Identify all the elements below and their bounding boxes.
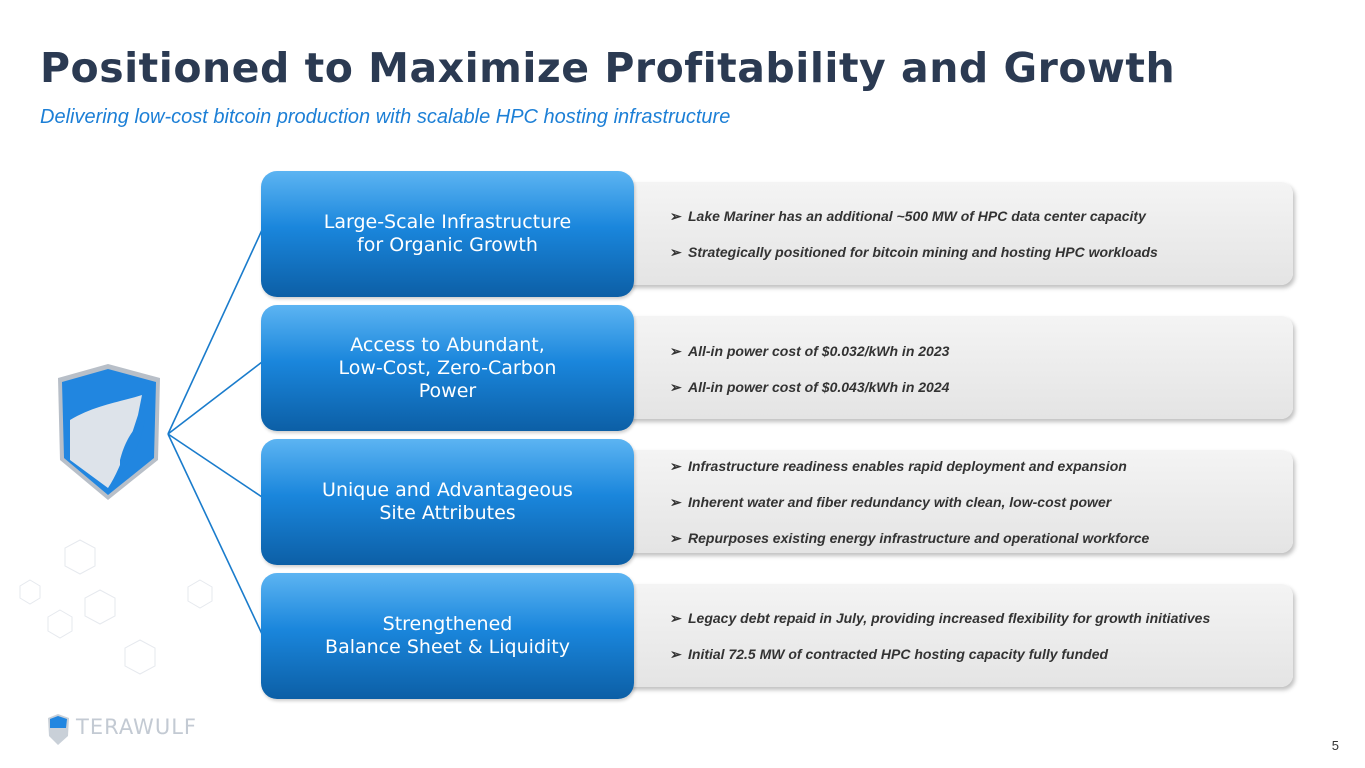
bullet-item: ➢ Initial 72.5 MW of contracted HPC hosti…: [670, 636, 1210, 672]
page-number: 5: [1331, 738, 1339, 753]
pillar-panel: [600, 584, 1293, 687]
arrow-bullet-icon: ➢: [670, 530, 682, 546]
bullet-list: ➢ All-in power cost of $0.032/kWh in 2023…: [670, 333, 949, 405]
bullet-item: ➢ Lake Mariner has an additional ~500 MW …: [670, 198, 1158, 234]
arrow-bullet-icon: ➢: [670, 244, 682, 260]
pillar-box: Strengthened Balance Sheet & Liquidity: [261, 573, 634, 699]
connector-line: [167, 361, 263, 435]
page-title: Positioned to Maximize Profitability and…: [40, 44, 1176, 92]
arrow-bullet-icon: ➢: [670, 458, 682, 474]
pillar-box: Access to Abundant, Low-Cost, Zero-Carbo…: [261, 305, 634, 431]
bullet-list: ➢ Legacy debt repaid in July, providing i…: [670, 600, 1210, 672]
bullet-item: ➢ Legacy debt repaid in July, providing i…: [670, 600, 1210, 636]
arrow-bullet-icon: ➢: [670, 610, 682, 626]
arrow-bullet-icon: ➢: [670, 646, 682, 662]
bullet-list: ➢ Lake Mariner has an additional ~500 MW …: [670, 198, 1158, 270]
pillar-box: Unique and Advantageous Site Attributes: [261, 439, 634, 565]
arrow-bullet-icon: ➢: [670, 379, 682, 395]
connector-line: [167, 229, 263, 435]
connector-line: [167, 433, 263, 498]
hexagon-pattern: [19, 539, 213, 675]
shield-logo: [58, 364, 160, 500]
bullet-item: ➢ Repurposes existing energy infrastructu…: [670, 520, 1149, 556]
bullet-item: ➢ All-in power cost of $0.043/kWh in 2024: [670, 369, 949, 405]
bullet-item: ➢ Strategically positioned for bitcoin mi…: [670, 234, 1158, 270]
connector-line: [167, 433, 263, 635]
arrow-bullet-icon: ➢: [670, 208, 682, 224]
bullet-list: ➢ Infrastructure readiness enables rapid …: [670, 448, 1149, 556]
bullet-item: ➢ Inherent water and fiber redundancy wit…: [670, 484, 1149, 520]
pillar-panel: [600, 450, 1293, 553]
bullet-item: ➢ Infrastructure readiness enables rapid …: [670, 448, 1149, 484]
footer-logo-text: TERAWULF: [76, 715, 197, 739]
pillar-box: Large-Scale Infrastructure for Organic G…: [261, 171, 634, 297]
bullet-item: ➢ All-in power cost of $0.032/kWh in 2023: [670, 333, 949, 369]
arrow-bullet-icon: ➢: [670, 343, 682, 359]
pillar-panel: [600, 182, 1293, 285]
arrow-bullet-icon: ➢: [670, 494, 682, 510]
pillar-panel: [600, 316, 1293, 419]
footer-logo-icon: [48, 714, 69, 745]
page-subtitle: Delivering low-cost bitcoin production w…: [40, 106, 731, 128]
